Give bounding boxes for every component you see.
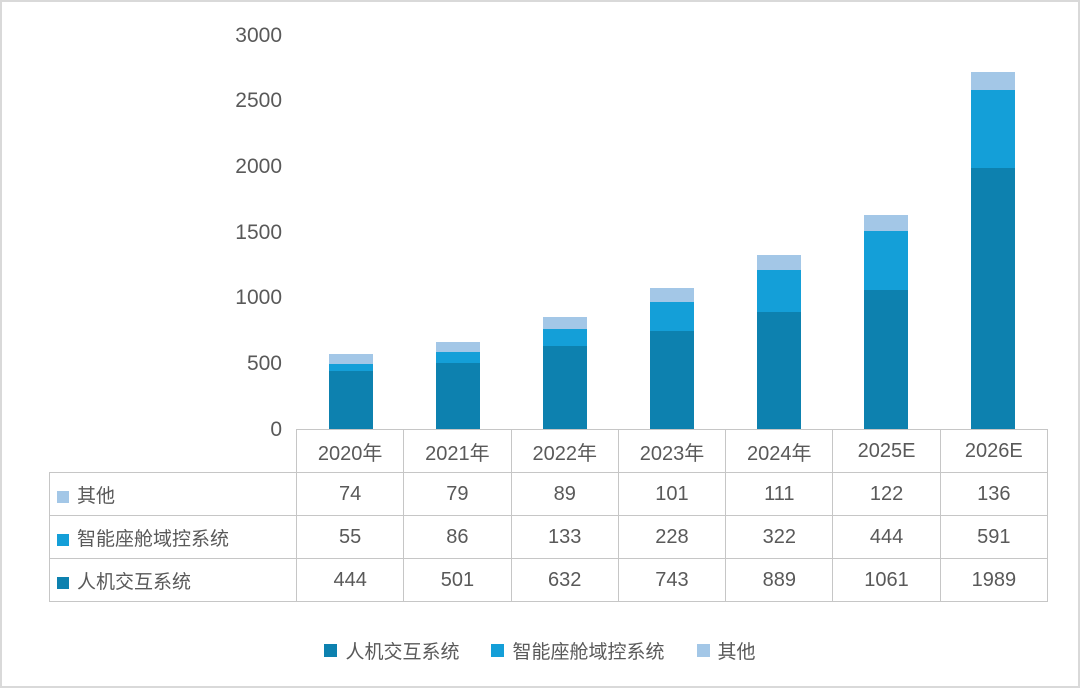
value-cell: 501 [403, 558, 512, 602]
bar-segment [542, 316, 587, 329]
legend-item: 其他 [696, 637, 756, 664]
bar-segment [971, 90, 1016, 168]
legend-item: 人机交互系统 [324, 637, 459, 664]
bar-segment [435, 351, 480, 364]
y-axis: 0 500 1000 1500 2000 2500 3000 [182, 2, 282, 462]
value-cell: 79 [403, 472, 512, 516]
value-cell: 122 [832, 472, 941, 516]
year-header-cell: 2023年 [617, 429, 727, 473]
data-table: 2020年 2021年 2022年 2023年 2024年 2025E 2026E 其他 74 7… [49, 429, 1049, 602]
y-tick-label: 2500 [235, 89, 282, 113]
legend-marker-icon [491, 644, 505, 657]
value-cell: 133 [510, 515, 619, 559]
year-header-cell: 2026E [939, 429, 1049, 473]
legend: 人机交互系统 智能座舱域控系统 其他 [2, 637, 1078, 664]
value-cell: 889 [725, 558, 834, 602]
stacked-bar [435, 341, 480, 429]
stacked-bar [542, 316, 587, 429]
bar-column [297, 35, 404, 429]
bar-segment [328, 370, 373, 429]
year-header-cell: 2020年 [295, 429, 405, 473]
stacked-bar [971, 72, 1016, 429]
legend-marker-icon [324, 644, 338, 657]
stacked-bar [757, 255, 802, 429]
bar-column [940, 35, 1047, 429]
row-label: 人机交互系统 [77, 571, 192, 593]
bar-segment [971, 167, 1016, 429]
bar-segment [328, 363, 373, 371]
bar-segment [542, 346, 587, 429]
bar-segment [864, 289, 909, 429]
bar-column [726, 35, 833, 429]
value-cell: 111 [725, 472, 834, 516]
value-cell: 444 [295, 558, 405, 602]
row-label-cell: 智能座舱域控系统 [49, 515, 297, 559]
row-label-cell: 其他 [49, 472, 297, 516]
year-header-cell: 2024年 [725, 429, 834, 473]
series-marker-icon [57, 533, 69, 546]
value-cell: 101 [617, 472, 727, 516]
legend-marker-icon [696, 644, 710, 657]
bar-segment [435, 341, 480, 352]
bar-segment [864, 215, 909, 232]
bar-segment [542, 328, 587, 346]
bar-segment [649, 301, 694, 332]
bar-segment [971, 72, 1016, 91]
y-tick-label: 3000 [235, 23, 282, 47]
bar-column [404, 35, 511, 429]
year-header-cell: 2021年 [403, 429, 512, 473]
y-tick-label: 2000 [235, 154, 282, 178]
value-cell: 632 [510, 558, 619, 602]
year-header-cell: 2022年 [510, 429, 619, 473]
value-cell: 743 [617, 558, 727, 602]
value-cell: 136 [939, 472, 1049, 516]
table-row: 人机交互系统 444 501 632 743 889 1061 1989 [49, 558, 1049, 602]
legend-label: 智能座舱域控系统 [512, 642, 665, 663]
series-marker-icon [57, 576, 69, 589]
bar-segment [864, 231, 909, 290]
legend-item: 智能座舱域控系统 [491, 637, 665, 664]
y-tick-label: 0 [270, 417, 282, 441]
bar-column [833, 35, 940, 429]
legend-label: 其他 [717, 642, 756, 663]
table-row: 其他 74 79 89 101 111 122 136 [49, 472, 1049, 516]
value-cell: 322 [725, 515, 834, 559]
value-cell: 228 [617, 515, 727, 559]
row-label: 其他 [77, 485, 116, 507]
row-label: 智能座舱域控系统 [77, 528, 230, 550]
legend-label: 人机交互系统 [345, 642, 460, 663]
bar-column [511, 35, 618, 429]
value-cell: 444 [832, 515, 941, 559]
bar-segment [328, 353, 373, 364]
stacked-bar [864, 215, 909, 429]
y-tick-label: 1000 [235, 286, 282, 310]
value-cell: 1989 [939, 558, 1049, 602]
value-cell: 86 [403, 515, 512, 559]
bar-column [618, 35, 725, 429]
table-row: 智能座舱域控系统 55 86 133 228 322 444 591 [49, 515, 1049, 559]
value-cell: 74 [295, 472, 405, 516]
row-label-cell: 人机交互系统 [49, 558, 297, 602]
value-cell: 89 [510, 472, 619, 516]
table-corner-cell [50, 430, 297, 473]
bar-segment [649, 288, 694, 302]
y-tick-label: 500 [246, 351, 282, 375]
stacked-bar [649, 288, 694, 429]
bar-segment [757, 312, 802, 429]
year-header-cell: 2025E [832, 429, 941, 473]
bar-segment [649, 331, 694, 429]
stacked-bar [328, 353, 373, 429]
value-cell: 591 [939, 515, 1049, 559]
bar-segment [757, 255, 802, 270]
value-cell: 55 [295, 515, 405, 559]
y-tick-label: 1500 [235, 220, 282, 244]
series-marker-icon [57, 490, 69, 503]
value-cell: 1061 [832, 558, 941, 602]
bar-segment [757, 269, 802, 313]
plot-area [297, 35, 1047, 429]
bar-segment [435, 363, 480, 429]
